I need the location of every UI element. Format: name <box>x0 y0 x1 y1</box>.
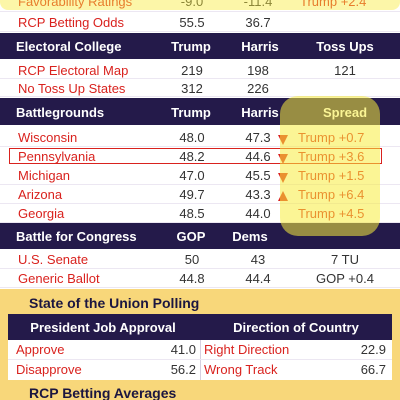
trump-value: -9.0 <box>180 0 204 9</box>
right-direction-value: 22.9 <box>360 342 386 357</box>
row-label: RCP Electoral Map <box>18 63 129 78</box>
col-trump: Trump <box>171 105 211 120</box>
approve-value: 41.0 <box>170 342 196 357</box>
spread-value: Trump +6.4 <box>298 187 365 202</box>
electoral-row[interactable]: RCP Electoral Map 219 198 121 <box>0 61 400 79</box>
electoral-college-header: Electoral College Trump Harris Toss Ups <box>0 33 400 59</box>
section-title: Battlegrounds <box>16 105 105 120</box>
trump-value: 48.0 <box>179 130 205 145</box>
electoral-row[interactable]: No Toss Up States 312 226 <box>0 79 400 97</box>
col-dems: Dems <box>232 229 268 244</box>
col-spread: Spread <box>322 105 368 120</box>
job-approval-title: President Job Approval <box>30 320 176 335</box>
col-gop: GOP <box>176 229 206 244</box>
spread-value: Trump +2.4 <box>300 0 367 9</box>
col-tossups: Toss Ups <box>316 39 374 54</box>
disapprove-value: 56.2 <box>170 362 196 377</box>
battleground-row-arizona[interactable]: Arizona 49.7 43.3 Trump +6.4 <box>0 185 400 204</box>
state-label: Pennsylvania <box>18 149 96 164</box>
betting-odds-row[interactable]: RCP Betting Odds 55.5 36.7 <box>0 12 400 32</box>
harris-value: 198 <box>247 63 269 78</box>
tossups-value: 121 <box>334 63 356 78</box>
harris-value: 44.0 <box>245 206 271 221</box>
trump-value: 48.5 <box>179 206 205 221</box>
dems-value: 44.4 <box>245 271 271 286</box>
section-title: State of the Union Polling <box>29 295 200 311</box>
battleground-row-michigan[interactable]: Michigan 47.0 45.5 Trump +1.5 <box>0 166 400 185</box>
congress-header: Battle for Congress GOP Dems <box>0 223 400 249</box>
harris-value: 226 <box>247 81 269 96</box>
harris-value: 45.5 <box>245 168 271 183</box>
spread-value: Trump +1.5 <box>298 168 365 183</box>
union-subheader: President Job Approval Direction of Coun… <box>8 314 392 340</box>
approve-label: Approve <box>16 342 65 357</box>
state-label: Wisconsin <box>18 130 78 145</box>
congress-row-generic[interactable]: Generic Ballot 44.8 44.4 GOP +0.4 <box>0 269 400 288</box>
battleground-row-georgia[interactable]: Georgia 48.5 44.0 Trump +4.5 <box>0 204 400 223</box>
trump-value: 55.5 <box>179 15 205 30</box>
wrong-track-label: Wrong Track <box>204 362 278 377</box>
favorability-row[interactable]: Favorability Ratings -9.0 -11.4 Trump +2… <box>0 0 400 12</box>
section-title: Battle for Congress <box>16 229 137 244</box>
state-label: Georgia <box>18 206 65 221</box>
selected-row-outline <box>9 148 382 164</box>
approve-row[interactable]: Approve 41.0 Right Direction 22.9 <box>8 340 392 360</box>
trump-value: 49.7 <box>179 187 205 202</box>
extra-value: GOP +0.4 <box>316 271 374 286</box>
trump-value: 47.0 <box>179 168 205 183</box>
row-label: RCP Betting Odds <box>18 15 124 30</box>
col-trump: Trump <box>171 39 211 54</box>
col-harris: Harris <box>241 39 279 54</box>
spread-value: Trump +0.7 <box>298 130 365 145</box>
right-direction-label: Right Direction <box>204 342 290 357</box>
harris-value: 44.6 <box>245 149 271 164</box>
gop-value: 44.8 <box>179 271 205 286</box>
row-label: No Toss Up States <box>18 81 126 96</box>
spread-value: Trump +4.5 <box>298 206 365 221</box>
union-table: Approve 41.0 Right Direction 22.9 Disapp… <box>8 340 392 380</box>
betting-averages-title: RCP Betting Averages <box>29 385 177 400</box>
disapprove-label: Disapprove <box>16 362 82 377</box>
battleground-row-wisconsin[interactable]: Wisconsin 48.0 47.3 Trump +0.7 <box>0 128 400 147</box>
state-label: Arizona <box>18 187 63 202</box>
row-label: Generic Ballot <box>18 271 100 286</box>
trump-value: 219 <box>181 63 203 78</box>
dems-value: 43 <box>250 252 266 267</box>
harris-value: 36.7 <box>245 15 271 30</box>
state-label: Michigan <box>18 168 71 183</box>
trump-value: 48.2 <box>179 149 205 164</box>
harris-value: 47.3 <box>245 130 271 145</box>
trump-value: 312 <box>181 81 203 96</box>
wrong-track-value: 66.7 <box>360 362 386 377</box>
congress-row-senate[interactable]: U.S. Senate 50 43 7 TU <box>0 250 400 269</box>
col-harris: Harris <box>241 105 279 120</box>
battlegrounds-header: Battlegrounds Trump Harris Spread <box>0 98 400 125</box>
harris-value: 43.3 <box>245 187 271 202</box>
row-label: U.S. Senate <box>18 252 89 267</box>
row-label: Favorability Ratings <box>18 0 133 9</box>
gop-value: 50 <box>184 252 200 267</box>
direction-title: Direction of Country <box>233 320 359 335</box>
disapprove-row[interactable]: Disapprove 56.2 Wrong Track 66.7 <box>8 360 392 380</box>
harris-value: -11.4 <box>243 0 273 9</box>
extra-value: 7 TU <box>331 252 359 267</box>
section-title: Electoral College <box>16 39 122 54</box>
